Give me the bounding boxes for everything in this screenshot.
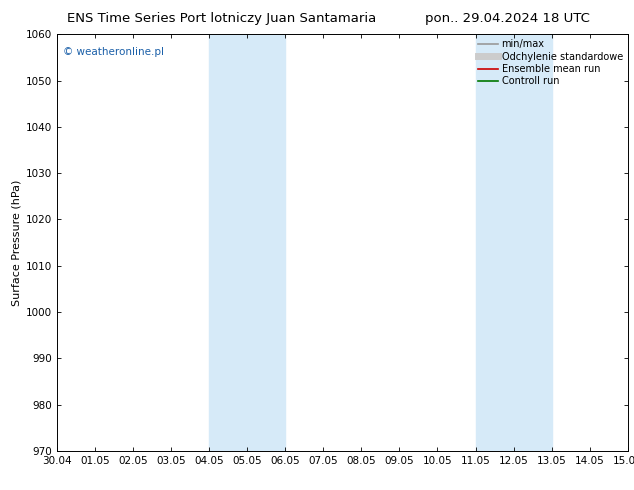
- Text: © weatheronline.pl: © weatheronline.pl: [63, 47, 164, 57]
- Text: ENS Time Series Port lotniczy Juan Santamaria: ENS Time Series Port lotniczy Juan Santa…: [67, 12, 377, 25]
- Bar: [209, 34, 285, 451]
- Text: pon.. 29.04.2024 18 UTC: pon.. 29.04.2024 18 UTC: [425, 12, 590, 25]
- Bar: [476, 34, 552, 451]
- Legend: min/max, Odchylenie standardowe, Ensemble mean run, Controll run: min/max, Odchylenie standardowe, Ensembl…: [476, 37, 624, 88]
- Y-axis label: Surface Pressure (hPa): Surface Pressure (hPa): [12, 179, 22, 306]
